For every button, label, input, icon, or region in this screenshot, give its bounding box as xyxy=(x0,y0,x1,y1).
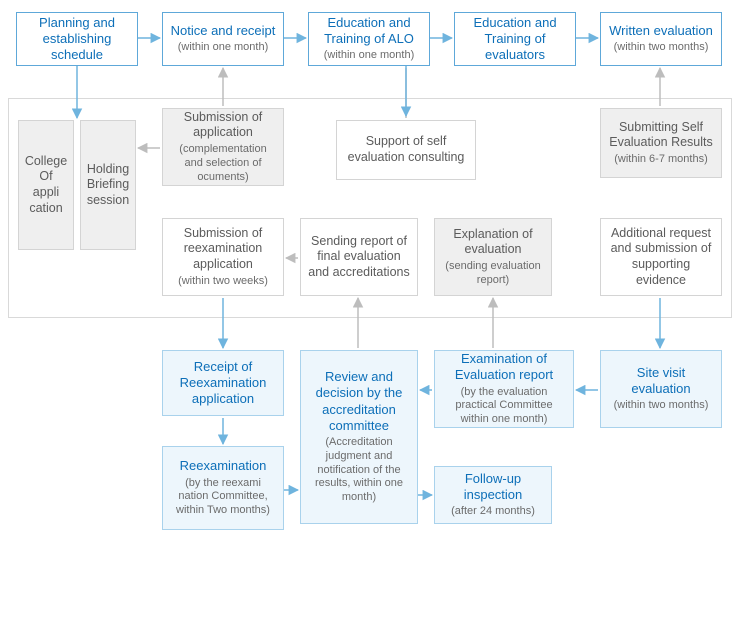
flow-node-n2: Notice and receipt (within one month) xyxy=(162,12,284,66)
flow-node-title: Submission of application xyxy=(169,110,277,141)
flow-node-title: Reexamination xyxy=(180,458,267,474)
flow-node-title: Additional request and submission of sup… xyxy=(607,226,715,289)
flow-node-n3: Education and Training of ALO(within one… xyxy=(308,12,430,66)
flow-node-title: Examination of Evaluation report xyxy=(441,351,567,384)
flow-node-subtitle: (within two months) xyxy=(614,41,709,55)
flow-node-subtitle: (within one month) xyxy=(324,49,415,63)
flow-node-subtitle: (within two months) xyxy=(614,399,709,413)
flow-node-n14: Additional request and submission of sup… xyxy=(600,218,722,296)
flow-node-n16: Review and decision by the accreditation… xyxy=(300,350,418,524)
flow-node-n19: Reexamination (by the reexami nation Comm… xyxy=(162,446,284,530)
flow-node-title: Receipt of Reexamination application xyxy=(169,359,277,408)
flow-node-title: Site visit evaluation xyxy=(607,365,715,398)
flow-node-n20: Follow-up inspection(after 24 months) xyxy=(434,466,552,524)
flow-node-title: Planning and establishing schedule xyxy=(23,15,131,64)
flow-node-n18: Site visit evaluation(within two months) xyxy=(600,350,722,428)
flow-node-n1: Planning and establishing schedule xyxy=(16,12,138,66)
flow-node-n6: College Of appli cation xyxy=(18,120,74,250)
flow-node-title: Review and decision by the accreditation… xyxy=(307,369,411,434)
flow-node-subtitle: (within 6-7 months) xyxy=(614,153,708,167)
flow-node-n17: Examination of Evaluation report(by the … xyxy=(434,350,574,428)
flow-node-title: Holding Briefing session xyxy=(87,162,129,209)
flow-node-subtitle: (by the evaluation practical Committee w… xyxy=(441,386,567,427)
flow-node-n9: Support of self evaluation consulting xyxy=(336,120,476,180)
flow-node-subtitle: (by the reexami nation Committee, within… xyxy=(169,477,277,518)
flow-node-n5: Written evaluation (within two months) xyxy=(600,12,722,66)
flow-node-n10: Submitting Self Evaluation Results (withi… xyxy=(600,108,722,178)
flow-node-subtitle: (after 24 months) xyxy=(451,505,535,519)
flow-node-title: Submitting Self Evaluation Results xyxy=(607,120,715,151)
flow-node-subtitle: (complementation and selection of ocumen… xyxy=(169,143,277,184)
flow-node-n7: Holding Briefing session xyxy=(80,120,136,250)
flow-node-title: Education and Training of ALO xyxy=(315,15,423,48)
flow-node-title: Written evaluation xyxy=(609,23,713,39)
flow-node-title: Submission of reexamination application xyxy=(169,226,277,273)
flow-node-n11: Submission of reexamination application (… xyxy=(162,218,284,296)
flow-node-subtitle: (within one month) xyxy=(178,41,269,55)
flow-node-title: Explanation of evaluation xyxy=(441,227,545,258)
flow-node-n4: Education and Training of evaluators xyxy=(454,12,576,66)
flow-node-n8: Submission of application(complementatio… xyxy=(162,108,284,186)
flow-node-n12: Sending report of final evaluation and a… xyxy=(300,218,418,296)
flow-node-title: Support of self evaluation consulting xyxy=(343,134,469,165)
flow-node-n15: Receipt of Reexamination application xyxy=(162,350,284,416)
flow-node-subtitle: (Accreditation judgment and notification… xyxy=(307,436,411,505)
flow-node-title: Follow-up inspection xyxy=(441,471,545,504)
flow-node-title: College Of appli cation xyxy=(25,154,67,217)
flow-node-subtitle: (within two weeks) xyxy=(178,275,268,289)
flow-node-n13: Explanation of evaluation(sending evalua… xyxy=(434,218,552,296)
flow-node-title: Sending report of final evaluation and a… xyxy=(307,234,411,281)
flow-node-title: Notice and receipt xyxy=(171,23,276,39)
flow-node-title: Education and Training of evaluators xyxy=(461,15,569,64)
flow-node-subtitle: (sending evaluation report) xyxy=(441,260,545,288)
